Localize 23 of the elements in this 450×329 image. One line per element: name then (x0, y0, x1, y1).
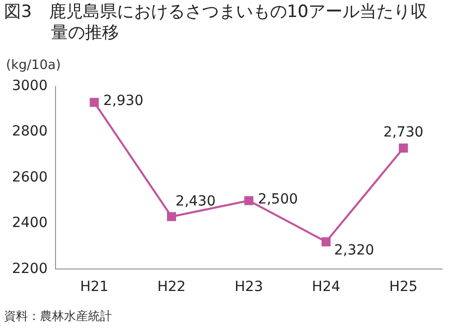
data-label: 2,730 (383, 124, 424, 141)
data-label: 2,430 (176, 193, 216, 210)
point (244, 196, 254, 206)
x-tick-label: H23 (234, 279, 263, 296)
point (322, 237, 331, 246)
x-tick-label: H24 (312, 279, 340, 296)
point (90, 98, 99, 107)
y-axis-title: (kg/10a) (6, 58, 61, 73)
text: 資料：農林水産統計 (4, 308, 112, 325)
point (167, 212, 176, 222)
y-tick-label: 2600 (12, 169, 48, 186)
x-tick-label: H22 (157, 279, 186, 296)
data-label: 2,930 (103, 93, 144, 110)
y-tick-label: 2400 (12, 215, 48, 232)
x-tick-label: H25 (389, 279, 418, 296)
chart-title: 図3 鹿児島県におけるさつまいもの10アール当たり収量の推移 (4, 2, 428, 44)
data-label: 2,320 (334, 242, 374, 258)
x-tick-label: H21 (80, 279, 108, 296)
y-tick-label: 2800 (12, 124, 48, 140)
point (398, 144, 408, 153)
y-tick-label: 2200 (12, 260, 48, 277)
y-tick-label: 3000 (12, 78, 48, 94)
data-label: 2,500 (258, 191, 298, 208)
